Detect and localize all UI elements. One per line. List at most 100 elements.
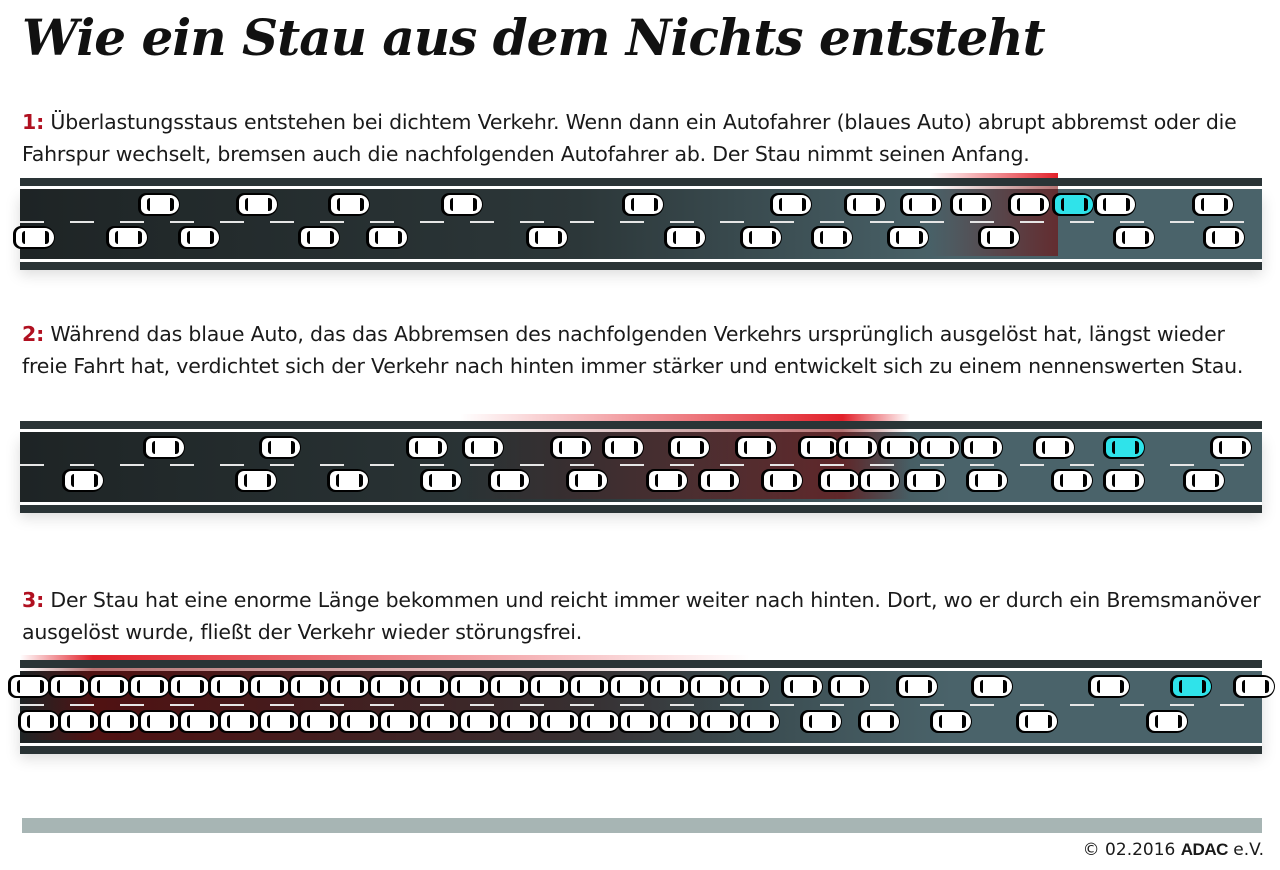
car <box>571 677 609 696</box>
car <box>773 195 811 214</box>
car <box>974 677 1012 696</box>
car <box>331 677 369 696</box>
lane-marking <box>270 464 294 466</box>
lane-marking <box>920 704 944 706</box>
car <box>529 228 567 247</box>
lane-marking <box>870 464 894 466</box>
lane-marking <box>1120 221 1144 223</box>
car <box>491 677 529 696</box>
lane-marking <box>870 704 894 706</box>
car <box>847 195 885 214</box>
car <box>764 471 802 490</box>
car <box>581 712 619 731</box>
step-2-text: 2: Während das blaue Auto, das das Abbre… <box>22 318 1262 382</box>
lane-marking <box>670 464 694 466</box>
car <box>239 195 277 214</box>
lane-marking <box>570 704 594 706</box>
lane-marking <box>970 464 994 466</box>
car <box>331 195 369 214</box>
lane-marking <box>970 704 994 706</box>
car <box>61 712 99 731</box>
car <box>953 195 991 214</box>
lane-marking <box>220 464 244 466</box>
car <box>671 438 709 457</box>
car <box>907 471 945 490</box>
lane-marking <box>1020 221 1044 223</box>
car <box>541 712 579 731</box>
car <box>146 438 184 457</box>
lane-marking <box>520 464 544 466</box>
car <box>741 712 779 731</box>
car <box>969 471 1007 490</box>
car <box>605 438 643 457</box>
lane-marking <box>20 221 44 223</box>
car <box>625 195 663 214</box>
car <box>109 228 147 247</box>
car <box>141 712 179 731</box>
car <box>1036 438 1074 457</box>
car <box>465 438 503 457</box>
lane-marking <box>270 704 294 706</box>
car <box>661 712 699 731</box>
car <box>651 677 689 696</box>
lane-marking <box>920 464 944 466</box>
lane-marking <box>70 704 94 706</box>
car <box>801 438 839 457</box>
lane-marking <box>1070 221 1094 223</box>
lane-marking <box>70 221 94 223</box>
car <box>301 228 339 247</box>
lane-marking <box>270 221 294 223</box>
copyright-suffix: e.V. <box>1233 840 1264 860</box>
lane-marking <box>770 221 794 223</box>
car <box>784 677 822 696</box>
road-2 <box>20 429 1262 505</box>
lane-marking <box>570 221 594 223</box>
step-number: 2: <box>22 322 45 346</box>
car <box>803 712 841 731</box>
car <box>1195 195 1233 214</box>
car <box>1097 195 1135 214</box>
adac-logo: ADAC <box>1180 840 1229 859</box>
car <box>301 712 339 731</box>
lane-marking <box>1120 704 1144 706</box>
lane-marking <box>220 221 244 223</box>
step-1-text: 1: Überlastungsstaus entstehen bei dicht… <box>22 106 1262 170</box>
car <box>701 471 739 490</box>
step-number: 3: <box>22 588 45 612</box>
lane-marking <box>420 221 444 223</box>
copyright-date: © 02.2016 <box>1082 840 1176 860</box>
car <box>1213 438 1251 457</box>
copyright: © 02.2016 ADAC e.V. <box>1083 840 1264 860</box>
lane-marking <box>420 464 444 466</box>
lane-marking <box>720 704 744 706</box>
car <box>553 438 591 457</box>
lane-marking <box>1020 464 1044 466</box>
car <box>251 677 289 696</box>
lane-marking <box>320 704 344 706</box>
lane-marking <box>1070 704 1094 706</box>
car <box>421 712 459 731</box>
car <box>899 677 937 696</box>
lane-marking <box>1020 704 1044 706</box>
lane-marking <box>170 704 194 706</box>
lane-marking <box>870 221 894 223</box>
car <box>921 438 959 457</box>
car <box>1236 677 1274 696</box>
lane-marking <box>120 221 144 223</box>
car <box>491 471 529 490</box>
car <box>411 677 449 696</box>
car <box>691 677 729 696</box>
car <box>381 712 419 731</box>
car <box>814 228 852 247</box>
lane-marking <box>620 704 644 706</box>
car <box>131 677 169 696</box>
car <box>1149 712 1187 731</box>
car <box>16 228 54 247</box>
car <box>409 438 447 457</box>
lane-marking <box>70 464 94 466</box>
car <box>621 712 659 731</box>
car <box>371 677 409 696</box>
car <box>611 677 649 696</box>
lane-marking <box>370 704 394 706</box>
lane-marking <box>570 464 594 466</box>
